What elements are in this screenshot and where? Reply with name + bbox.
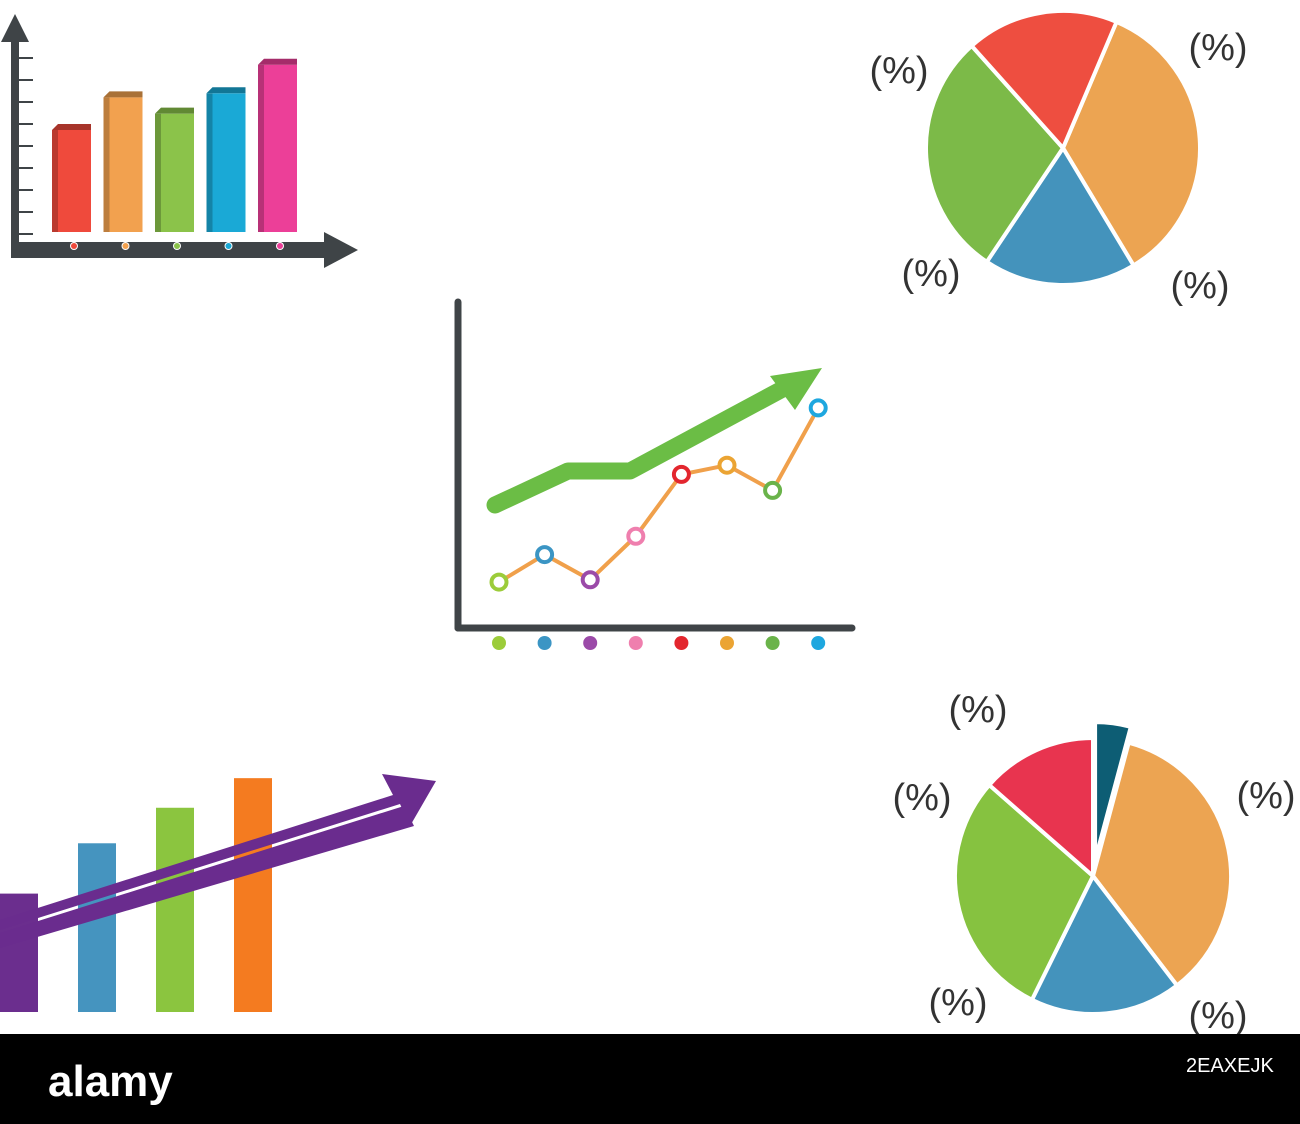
growth-bar-chart-bars bbox=[0, 778, 272, 1012]
series-point bbox=[717, 455, 737, 475]
pie-slice bbox=[984, 146, 1136, 287]
bar-side bbox=[155, 113, 161, 232]
trend-arrow bbox=[0, 774, 436, 930]
bar bbox=[52, 124, 91, 232]
pie-slice-label: (%) bbox=[948, 689, 1007, 731]
bar-front bbox=[264, 64, 297, 232]
pie-slice bbox=[953, 783, 1095, 1002]
bar bbox=[234, 778, 272, 1012]
axis-dot bbox=[277, 243, 283, 249]
line-chart bbox=[454, 298, 856, 650]
pie-chart-bottom-slices bbox=[953, 720, 1233, 1016]
bar-side bbox=[206, 93, 213, 232]
pie-slice-label: (%) bbox=[1236, 775, 1295, 817]
pie-slice-label: (%) bbox=[1188, 995, 1247, 1037]
pie-slice-label: (%) bbox=[901, 253, 960, 295]
axis-dot bbox=[71, 243, 77, 249]
bar-front bbox=[161, 113, 194, 232]
pie-slice bbox=[987, 736, 1095, 878]
pie-slice bbox=[924, 43, 1065, 264]
pie-slice bbox=[1093, 720, 1133, 863]
x-axis-line bbox=[11, 242, 326, 258]
line-chart-series bbox=[489, 398, 828, 592]
axis-dot bbox=[628, 636, 643, 650]
bar-top bbox=[258, 58, 297, 65]
bar-front bbox=[58, 130, 91, 232]
bar bbox=[103, 91, 143, 232]
bar-top bbox=[103, 91, 143, 98]
series-point bbox=[763, 480, 783, 500]
watermark-bar: alamy 2EAXEJK bbox=[0, 1034, 1300, 1124]
watermark-code: 2EAXEJK bbox=[1186, 1055, 1274, 1077]
series-point bbox=[535, 545, 555, 565]
pie-slice-label: (%) bbox=[1170, 265, 1229, 307]
growth-bar-chart bbox=[0, 774, 436, 1012]
bar-top bbox=[206, 87, 246, 94]
bar-chart-3d-axes bbox=[1, 14, 358, 268]
pie-chart-top-slices bbox=[924, 9, 1202, 287]
bar-side bbox=[52, 130, 58, 232]
axis-dot bbox=[583, 636, 598, 650]
series-point bbox=[671, 464, 691, 484]
pie-chart-bottom: (%) (%) (%) (%) (%) bbox=[892, 689, 1295, 1037]
watermark-brand: alamy bbox=[48, 1057, 173, 1106]
series-point bbox=[626, 526, 646, 546]
pie-slice-label: (%) bbox=[892, 777, 951, 819]
bar bbox=[78, 843, 116, 1012]
bar-top bbox=[52, 124, 91, 130]
line-chart-axes bbox=[454, 298, 856, 632]
bar-side bbox=[103, 97, 110, 232]
pie-slice bbox=[969, 9, 1119, 150]
pie-slice-label: (%) bbox=[1188, 27, 1247, 69]
bar bbox=[155, 107, 194, 232]
bar-side bbox=[258, 64, 264, 232]
bar bbox=[156, 807, 194, 1012]
pie-chart-top: (%) (%) (%) (%) bbox=[869, 9, 1248, 307]
axis-dot bbox=[720, 636, 734, 650]
bar-chart-3d bbox=[1, 14, 358, 268]
axis-dot bbox=[492, 636, 506, 650]
series-point bbox=[580, 570, 600, 590]
pie-slice bbox=[1091, 740, 1233, 988]
line-chart-trend-arrow bbox=[486, 368, 822, 514]
bar bbox=[258, 58, 297, 232]
pie-chart-top-labels: (%) (%) (%) (%) bbox=[869, 27, 1247, 307]
watermark-background bbox=[0, 1034, 1300, 1124]
x-axis-arrowhead bbox=[324, 232, 358, 268]
pie-chart-bottom-labels: (%) (%) (%) (%) (%) bbox=[892, 689, 1295, 1037]
pie-slice-label: (%) bbox=[869, 50, 928, 92]
bar-top bbox=[155, 107, 194, 114]
series-point bbox=[489, 572, 509, 592]
axis-dot bbox=[765, 636, 780, 650]
axis-dot bbox=[122, 243, 129, 249]
pie-slice bbox=[1029, 874, 1180, 1016]
trend-arrow-head bbox=[770, 368, 822, 410]
growth-bar-chart-arrow bbox=[0, 774, 436, 948]
bar-chart-3d-axis-dots bbox=[70, 242, 284, 250]
bar-front bbox=[109, 97, 143, 232]
trend-arrow-shaft bbox=[0, 806, 414, 948]
axis-dot bbox=[674, 636, 689, 650]
pie-slice-label: (%) bbox=[928, 982, 987, 1024]
line-chart-axis-dots bbox=[492, 636, 826, 650]
axis-dot bbox=[174, 243, 180, 249]
trend-arrow-shaft bbox=[486, 376, 799, 514]
axis-dot bbox=[225, 243, 232, 249]
axis-dot bbox=[811, 636, 826, 650]
bar-front bbox=[212, 93, 246, 232]
bar bbox=[206, 87, 246, 232]
y-axis-arrowhead bbox=[1, 14, 29, 42]
bar-chart-3d-bars bbox=[52, 58, 297, 232]
series-point bbox=[808, 398, 828, 418]
axis-dot bbox=[537, 636, 552, 650]
